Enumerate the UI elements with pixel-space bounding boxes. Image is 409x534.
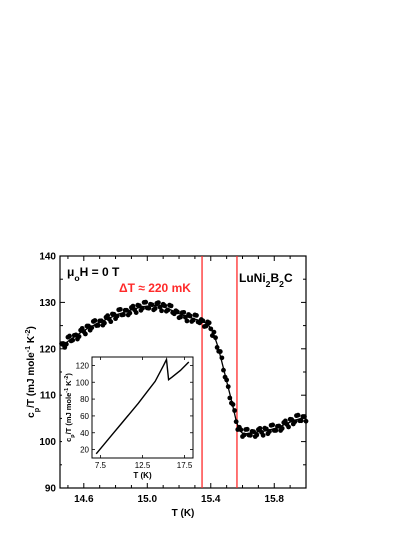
- data-point: [286, 424, 291, 430]
- data-point: [208, 326, 214, 332]
- inset-y-tick-label: 100: [76, 378, 90, 387]
- data-point: [127, 310, 133, 316]
- data-point: [206, 320, 212, 326]
- data-point: [143, 299, 149, 305]
- data-point: [251, 429, 257, 435]
- inset-data-curve: [95, 357, 190, 455]
- x-axis-label: T (K): [172, 508, 195, 519]
- data-point: [257, 425, 263, 431]
- data-point: [92, 318, 98, 323]
- data-point: [241, 432, 247, 438]
- field-annotation: μoH = 0 T: [67, 265, 120, 283]
- data-point: [114, 313, 120, 319]
- data-point: [211, 329, 217, 335]
- data-point: [203, 323, 209, 329]
- inset-y-tick-label: 80: [80, 395, 89, 404]
- data-point: [260, 432, 266, 438]
- x-tick-label: 15.4: [201, 494, 221, 505]
- data-point: [82, 331, 88, 337]
- data-point: [162, 303, 168, 309]
- y-tick-label: 90: [45, 484, 57, 495]
- inset-x-tick-label: 17.5: [177, 461, 193, 470]
- inset-x-axis-label: T (K): [133, 471, 152, 480]
- data-point: [225, 384, 231, 390]
- data-point: [140, 305, 145, 311]
- data-point: [63, 341, 69, 347]
- data-point: [230, 402, 236, 407]
- data-point: [190, 317, 196, 323]
- data-point: [156, 300, 161, 306]
- data-point: [184, 318, 190, 324]
- inset-y-tick-label: 40: [80, 429, 89, 438]
- data-point: [200, 318, 206, 324]
- data-point: [146, 305, 152, 311]
- data-point: [227, 395, 233, 401]
- y-tick-label: 100: [39, 437, 56, 448]
- inset-x-tick-label: 7.5: [95, 461, 107, 470]
- data-point: [302, 414, 307, 419]
- data-point: [219, 355, 225, 361]
- data-point: [121, 312, 126, 318]
- data-point: [224, 377, 230, 383]
- data-point: [76, 334, 82, 339]
- width-annotation: ΔT ≈ 220 mK: [119, 281, 191, 295]
- data-point: [178, 314, 184, 320]
- y-tick-label: 110: [40, 391, 57, 402]
- data-point: [157, 304, 163, 310]
- data-point: [70, 337, 76, 343]
- data-point: [254, 432, 260, 438]
- x-tick-label: 15.0: [138, 494, 158, 505]
- y-axis-label: cp/T (mJ mole-1 K-2): [23, 326, 41, 418]
- x-tick-label: 15.8: [265, 494, 285, 505]
- data-point: [67, 333, 72, 339]
- data-point: [217, 349, 223, 354]
- data-point: [108, 319, 114, 325]
- inset-y-tick-label: 60: [80, 412, 89, 421]
- inset-y-tick-label: 120: [76, 361, 90, 370]
- data-point: [165, 307, 171, 313]
- data-point: [273, 428, 279, 433]
- data-point: [182, 314, 188, 320]
- data-point: [232, 408, 237, 413]
- y-tick-label: 140: [39, 252, 56, 263]
- y-tick-label: 120: [39, 344, 56, 355]
- data-point: [187, 313, 193, 319]
- data-point: [279, 425, 285, 431]
- data-point: [221, 367, 226, 373]
- inset-y-tick-label: 20: [80, 446, 89, 455]
- data-point: [159, 308, 164, 314]
- data-point: [89, 325, 95, 331]
- data-point: [303, 418, 309, 424]
- data-point: [233, 419, 239, 425]
- data-point: [124, 307, 130, 313]
- data-point: [238, 427, 244, 433]
- data-point: [181, 309, 187, 315]
- data-point: [244, 426, 250, 432]
- data-point: [130, 303, 136, 309]
- data-point: [248, 432, 253, 438]
- data-point: [175, 309, 180, 315]
- data-point: [270, 422, 276, 428]
- data-point: [295, 412, 301, 418]
- x-tick-label: 14.6: [74, 494, 94, 505]
- data-point: [149, 302, 155, 308]
- data-point: [152, 306, 158, 311]
- data-point: [267, 428, 272, 434]
- data-point: [117, 306, 123, 312]
- data-point: [213, 335, 218, 341]
- sample-annotation: LuNi2B2C: [239, 271, 293, 289]
- data-point: [214, 345, 220, 350]
- data-point: [298, 418, 304, 424]
- data-point: [102, 320, 107, 326]
- y-tick-label: 130: [39, 298, 56, 309]
- inset-y-axis-label: cp/T (mJ mole-1 K-2): [64, 373, 76, 442]
- data-point: [292, 419, 298, 425]
- data-point: [95, 322, 101, 328]
- data-point: [168, 303, 174, 309]
- data-point: [194, 312, 199, 318]
- inset-x-tick-label: 12.5: [135, 461, 151, 470]
- data-point: [133, 310, 139, 316]
